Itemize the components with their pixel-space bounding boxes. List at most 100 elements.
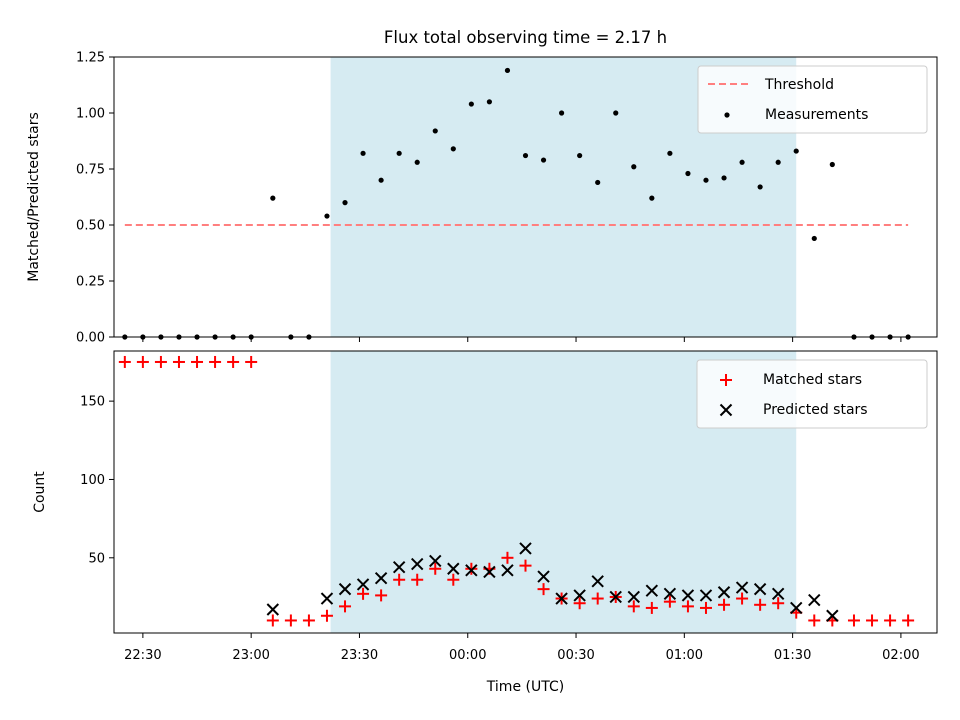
predicted-star-point (374, 571, 388, 585)
matched-star-point (375, 589, 388, 602)
matched-star-point (573, 597, 586, 610)
legend-measurement-dot (724, 112, 730, 118)
chart-title: Flux total observing time = 2.17 h (384, 28, 667, 47)
measurement-point (378, 177, 384, 183)
x-stroke-b (717, 586, 731, 599)
y-tick-label: 0.25 (76, 275, 105, 290)
matched-star-point (136, 355, 149, 368)
x-stroke-b (699, 589, 713, 602)
measurement-point (414, 159, 420, 165)
predicted-star-point (771, 587, 785, 601)
legend-label-matched: Matched stars (763, 372, 862, 388)
matched-star-point (847, 614, 860, 627)
predicted-star-point (519, 542, 532, 555)
matched-star-point (339, 600, 352, 613)
x-tick-label: 23:00 (232, 648, 269, 663)
matched-star-point (245, 355, 258, 368)
measurement-point (775, 159, 781, 165)
measurement-point (577, 152, 583, 159)
x-stroke-b (681, 589, 695, 602)
top-axes-frame (113, 56, 938, 338)
matched-star-point (519, 559, 532, 572)
predicted-star-point (501, 564, 514, 577)
y-tick-label: 0.00 (76, 331, 105, 346)
legend-label-predicted: Predicted stars (763, 402, 868, 418)
x-stroke-b (411, 557, 424, 571)
matched-star-point (501, 551, 514, 564)
predicted-star-point (735, 581, 749, 594)
matched-star-point (227, 355, 240, 368)
x-stroke-b (320, 592, 334, 605)
predicted-star-point (591, 575, 604, 588)
top-y-axis-label: Matched/Predicted stars (26, 112, 42, 282)
x-stroke-b (447, 562, 460, 575)
matched-star-point (808, 614, 821, 627)
y-tick-label: 1.25 (76, 51, 105, 66)
x-stroke-b (645, 584, 659, 597)
y-tick-label: 50 (88, 551, 105, 566)
measurement-point (468, 101, 474, 107)
matched-star-point (591, 592, 604, 605)
x-stroke-b (735, 581, 749, 594)
predicted-star-point (356, 578, 370, 591)
y-tick-label: 1.00 (76, 107, 105, 122)
legend-label-measurements: Measurements (765, 107, 868, 123)
matched-star-point (191, 355, 204, 368)
x-tick-label: 23:30 (341, 648, 378, 663)
measurement-point (739, 159, 745, 165)
measurement-point (811, 235, 817, 242)
x-stroke-b (591, 575, 604, 588)
measurement-point (667, 150, 673, 156)
matched-star-point (699, 601, 712, 614)
matched-star-point (320, 609, 333, 622)
measurement-point (522, 152, 529, 159)
matched-star-point (537, 583, 550, 596)
predicted-star-point (717, 586, 731, 599)
y-tick-label: 150 (80, 395, 105, 410)
x-stroke-b (790, 601, 803, 615)
x-stroke-b (808, 593, 821, 607)
measurement-point (540, 157, 547, 163)
measurement-point (703, 177, 709, 183)
legend-matched-plus-marker (720, 374, 732, 386)
predicted-star-point (808, 593, 821, 607)
predicted-star-point (663, 587, 677, 601)
measurement-point (721, 175, 727, 181)
x-stroke-b (266, 603, 280, 616)
x-stroke-b (573, 589, 586, 602)
measurement-point (432, 128, 438, 134)
top-legend-box (697, 65, 928, 134)
matched-star-point (772, 597, 785, 610)
measurement-point (504, 67, 511, 74)
measurement-point (631, 164, 637, 170)
x-tick-label: 00:00 (449, 648, 486, 663)
matched-star-point (645, 601, 658, 614)
matched-star-point (627, 600, 640, 613)
predicted-star-point (320, 592, 334, 605)
predicted-star-point (392, 560, 406, 574)
matched-star-point (393, 573, 406, 586)
x-stroke-b (537, 570, 550, 583)
measurement-point (450, 146, 456, 152)
predicted-star-point (429, 554, 442, 568)
x-stroke-b (753, 582, 767, 596)
x-tick-label: 22:30 (124, 648, 161, 663)
measurement-point (685, 170, 691, 177)
measurement-point (360, 150, 366, 156)
x-stroke-b (392, 560, 406, 574)
x-tick-label: 01:00 (666, 648, 703, 663)
matched-star-point (266, 614, 279, 627)
top-legend: Threshold Measurements (697, 65, 928, 134)
x-stroke-b (771, 587, 785, 601)
predicted-star-point (411, 557, 424, 571)
bottom-axes-frame (113, 350, 938, 634)
matched-star-point (447, 573, 460, 586)
measurement-point (270, 195, 276, 201)
x-stroke-b (663, 587, 677, 601)
matched-star-point (429, 562, 442, 575)
predicted-star-point (790, 601, 803, 615)
x-stroke-b (627, 590, 640, 604)
predicted-star-point (483, 565, 496, 579)
y-tick-label: 0.50 (76, 219, 105, 234)
